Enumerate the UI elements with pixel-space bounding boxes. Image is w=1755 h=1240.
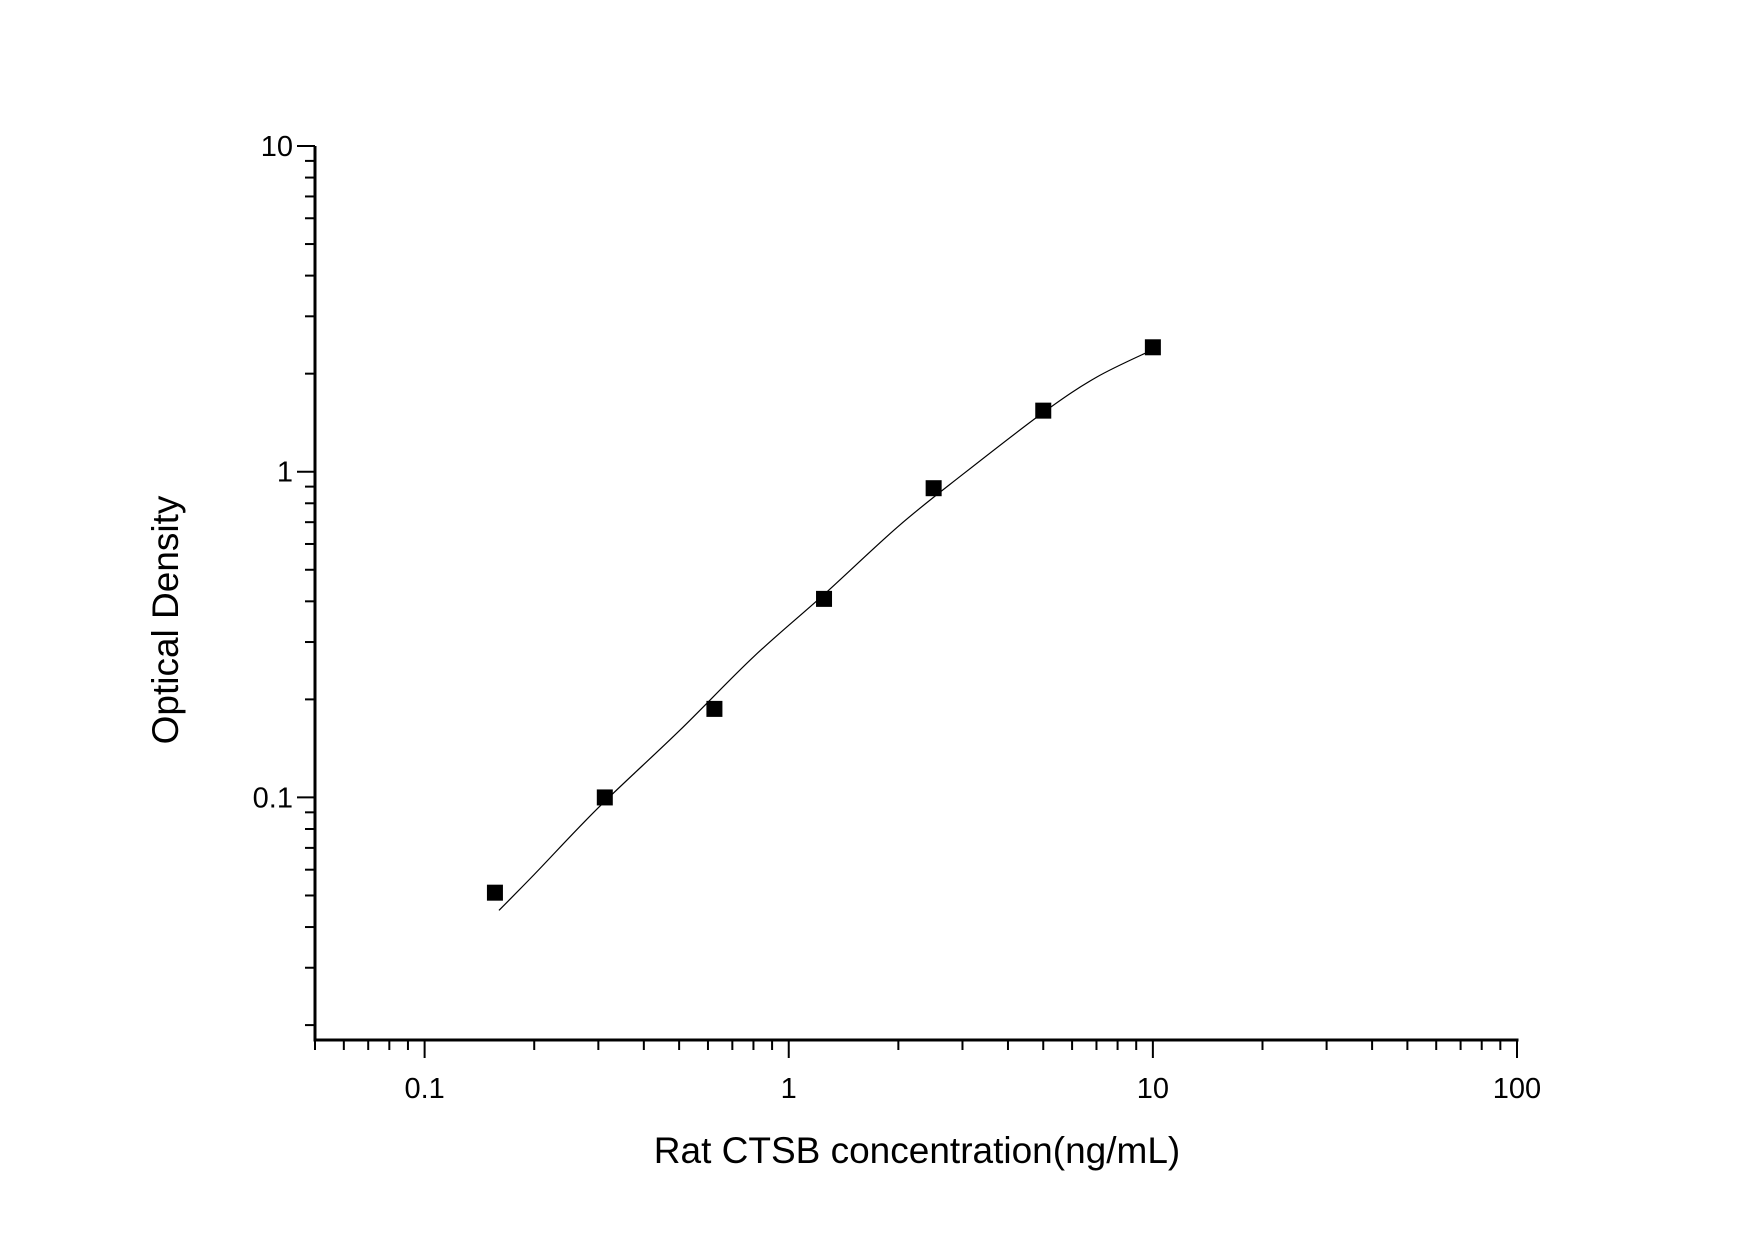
- x-tick-label: 0.1: [404, 1073, 444, 1105]
- y-tick-labels: 0.1 1 10: [253, 131, 293, 814]
- y-axis-label: Optical Density: [145, 495, 186, 744]
- x-axis-label: Rat CTSB concentration(ng/mL): [654, 1130, 1180, 1171]
- y-tick-label: 1: [277, 457, 293, 489]
- data-point: [596, 789, 613, 806]
- fit-curve: [498, 349, 1154, 911]
- y-tick-label: 0.1: [253, 782, 293, 814]
- data-point: [706, 700, 723, 717]
- x-tick-label: 10: [1137, 1073, 1169, 1105]
- data-point: [1035, 402, 1052, 419]
- data-point: [816, 590, 833, 607]
- data-point: [486, 884, 503, 901]
- data-points: [486, 339, 1161, 901]
- axes: [297, 145, 1519, 1058]
- data-point: [925, 480, 942, 497]
- x-tick-labels: 0.1 1 10 100: [404, 1073, 1541, 1105]
- data-point: [1144, 339, 1161, 356]
- x-tick-label: 100: [1493, 1073, 1541, 1105]
- x-tick-label: 1: [781, 1073, 797, 1105]
- y-tick-label: 10: [261, 131, 293, 163]
